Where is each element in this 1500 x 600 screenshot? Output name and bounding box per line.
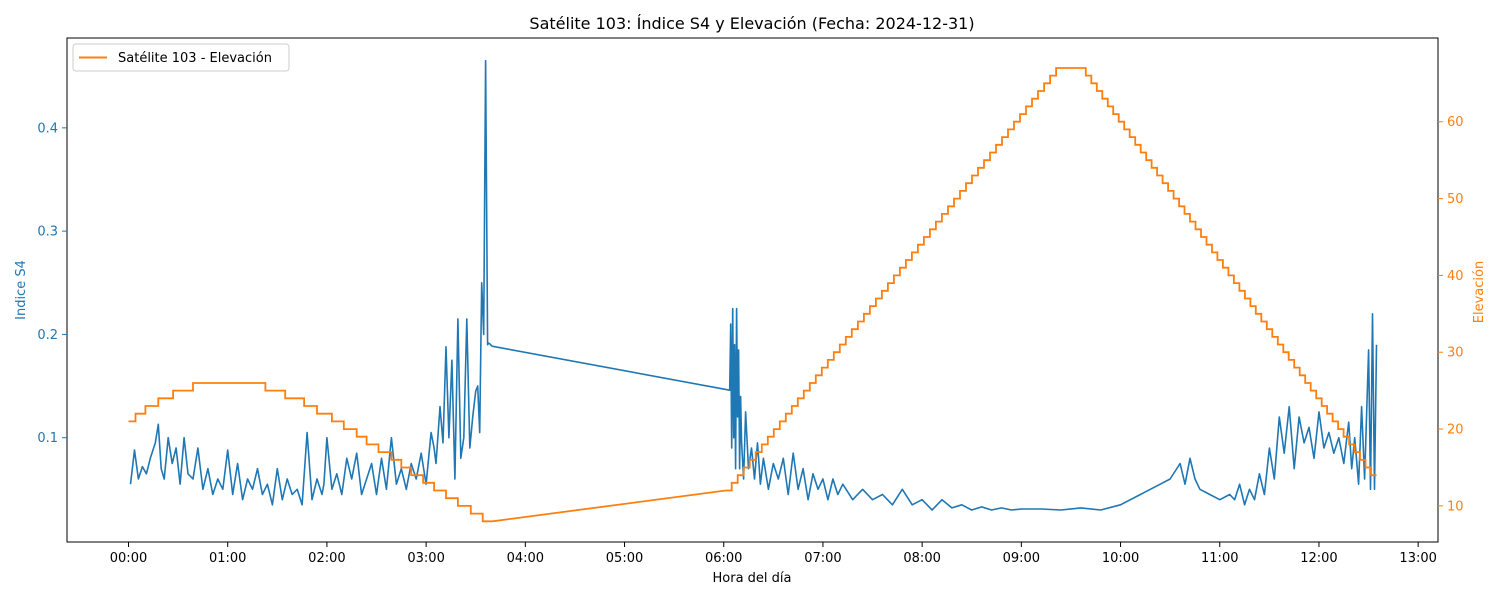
y-right-tick-label: 20 <box>1447 423 1464 438</box>
x-tick-label: 03:00 <box>407 551 444 566</box>
x-tick-label: 09:00 <box>1003 551 1040 566</box>
plot-frame <box>66 37 1439 543</box>
series-line-elevacion <box>128 67 1377 523</box>
chart-title: Satélite 103: Índice S4 y Elevación (Fec… <box>529 14 974 33</box>
y-axis-left-label: Indice S4 <box>14 260 29 320</box>
y-axis-right-label: Elevación <box>1472 261 1487 323</box>
x-tick-label: 01:00 <box>209 551 246 566</box>
y-right-tick-label: 60 <box>1447 115 1464 130</box>
y-left-tick-label: 0.2 <box>37 328 58 343</box>
y-left-tick-label: 0.3 <box>37 225 58 240</box>
y-right-tick-label: 40 <box>1447 269 1464 284</box>
y-axis-right: 10 20 30 40 50 60 <box>1438 115 1464 514</box>
y-right-tick-label: 50 <box>1447 192 1464 207</box>
y-right-tick-label: 30 <box>1447 346 1464 361</box>
y-left-tick-label: 0.4 <box>37 121 58 136</box>
x-axis-label: Hora del día <box>713 571 792 586</box>
y-axis-left: 0.1 0.2 0.3 0.4 <box>37 121 67 446</box>
x-tick-label: 11:00 <box>1201 551 1238 566</box>
series-line-s4 <box>129 59 1378 511</box>
x-tick-label: 00:00 <box>110 551 147 566</box>
x-tick-label: 02:00 <box>308 551 345 566</box>
y-right-tick-label: 10 <box>1447 499 1464 514</box>
x-tick-label: 13:00 <box>1399 551 1436 566</box>
legend-box <box>72 43 290 72</box>
x-tick-label: 05:00 <box>606 551 643 566</box>
plot-area <box>128 59 1378 523</box>
x-tick-label: 08:00 <box>903 551 940 566</box>
legend: Satélite 103 - Elevación <box>72 43 290 72</box>
x-tick-label: 10:00 <box>1102 551 1139 566</box>
legend-label-elevacion: Satélite 103 - Elevación <box>118 51 272 66</box>
x-tick-label: 12:00 <box>1300 551 1337 566</box>
x-tick-label: 04:00 <box>507 551 544 566</box>
x-axis: 00:00 01:00 02:00 03:00 04:00 05:00 06:00 07:00… <box>110 542 1437 566</box>
y-left-tick-label: 0.1 <box>37 431 58 446</box>
x-tick-label: 07:00 <box>804 551 841 566</box>
x-tick-label: 06:00 <box>705 551 742 566</box>
